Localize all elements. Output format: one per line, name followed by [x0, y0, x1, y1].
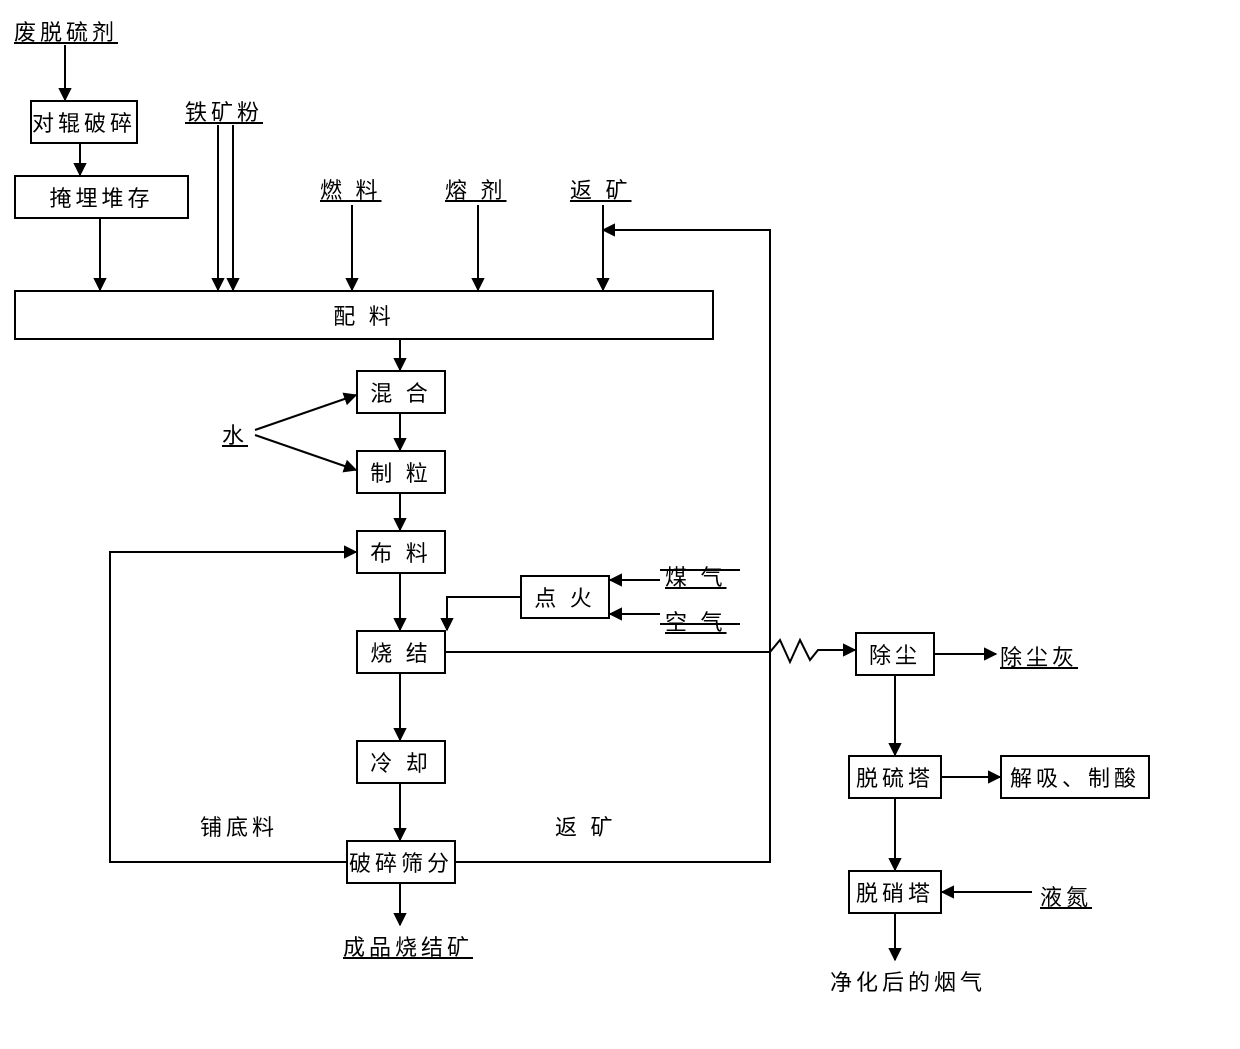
edge-e22 — [446, 640, 855, 662]
node-bury_store: 掩埋堆存 — [14, 175, 189, 219]
edge-e12 — [255, 435, 356, 470]
flowchart-canvas: 对辊破碎掩埋堆存配 料混 合制 粒布 料点 火烧 结冷 却破碎筛分 除尘脱硫塔脱硝… — [0, 0, 1240, 1049]
node-crush_screen: 破碎筛分 — [346, 840, 456, 884]
label-water: 水 — [222, 418, 248, 450]
label-coal_gas: 煤 气 — [665, 560, 727, 592]
node-roll_crush: 对辊破碎 — [30, 100, 138, 144]
label-fuel: 燃 料 — [320, 173, 382, 205]
label-bed_material: 铺底料 — [200, 810, 278, 842]
label-dedust_ash: 除尘灰 — [1000, 640, 1078, 672]
label-liquid_n2: 液氮 — [1040, 880, 1092, 912]
node-desulf_tower: 脱硫塔 — [848, 755, 942, 799]
node-desorb_acid: 解吸、制酸 — [1000, 755, 1150, 799]
node-mix: 混 合 — [356, 370, 446, 414]
label-return_ore2: 返 矿 — [555, 810, 617, 842]
node-proportion: 配 料 — [14, 290, 714, 340]
node-cool: 冷 却 — [356, 740, 446, 784]
label-air: 空 气 — [665, 605, 727, 637]
edge-e11 — [255, 395, 356, 430]
label-clean_gas: 净化后的烟气 — [830, 965, 986, 997]
node-distribute: 布 料 — [356, 530, 446, 574]
label-flux: 熔 剂 — [445, 173, 507, 205]
node-sinter: 烧 结 — [356, 630, 446, 674]
node-dedust: 除尘 — [855, 632, 935, 676]
edge-e14 — [447, 597, 520, 630]
node-ignite: 点 火 — [520, 575, 610, 619]
label-waste_desulf: 废脱硫剂 — [14, 15, 118, 47]
label-final_sinter: 成品烧结矿 — [343, 930, 473, 962]
label-iron_powder: 铁矿粉 — [185, 95, 263, 127]
node-granulate: 制 粒 — [356, 450, 446, 494]
label-return_ore: 返 矿 — [570, 173, 632, 205]
node-denitr_tower: 脱硝塔 — [848, 870, 942, 914]
